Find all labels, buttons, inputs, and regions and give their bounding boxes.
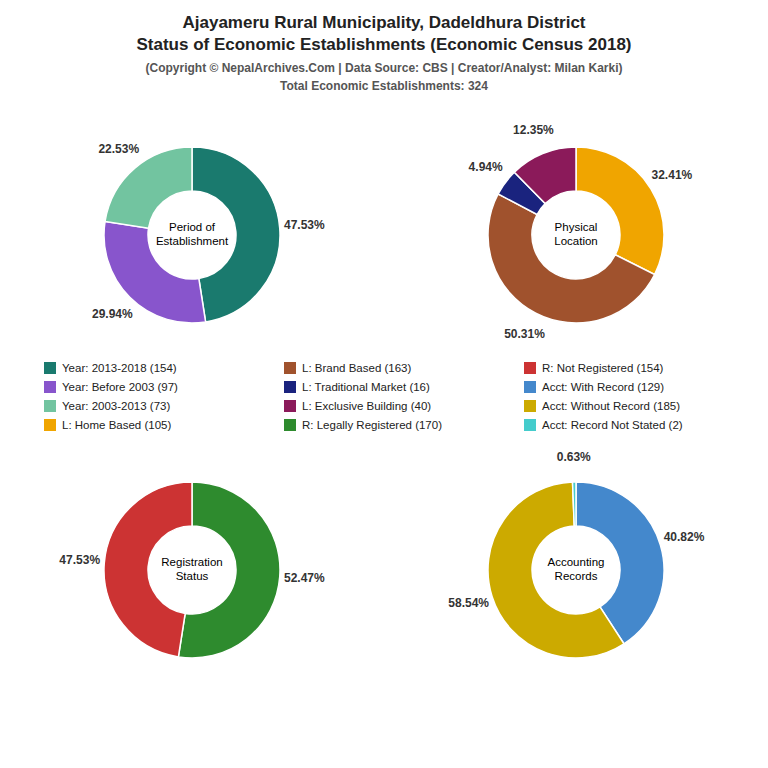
legend-label: Year: 2013-2018 (154) — [62, 362, 177, 374]
text-line: Registration — [161, 556, 222, 568]
text-line: Status — [176, 570, 209, 582]
center-title: Accounting Records — [548, 556, 605, 582]
slice — [488, 194, 655, 323]
donut: 32.41% 50.31% 4.94% 12.35% Physical Location — [469, 123, 693, 341]
legend-item: R: Not Registered (154) — [524, 362, 664, 374]
legend-label: L: Traditional Market (16) — [302, 381, 430, 393]
center-title: Registration Status — [161, 556, 222, 582]
legend-swatch — [44, 362, 56, 374]
slice — [576, 147, 664, 274]
data-label: 47.53% — [59, 553, 100, 567]
legend-item: L: Home Based (105) — [44, 419, 171, 431]
legend-item: R: Legally Registered (170) — [284, 419, 442, 431]
text-line: Location — [554, 235, 597, 247]
donut: 52.47% 47.53% Registration Status — [59, 482, 325, 658]
slice — [105, 147, 192, 228]
data-label: 52.47% — [284, 571, 325, 585]
legend-label: R: Not Registered (154) — [542, 362, 664, 374]
legend-item: Acct: Without Record (185) — [524, 400, 680, 412]
legend-swatch — [524, 362, 536, 374]
legend-swatch — [524, 419, 536, 431]
data-label: 29.94% — [92, 307, 133, 321]
text-line: Physical — [555, 221, 598, 233]
text-line: Records — [555, 570, 598, 582]
legend-swatch — [284, 362, 296, 374]
data-label: 22.53% — [98, 142, 139, 156]
text-line: Total Economic Establishments: 324 — [280, 79, 488, 93]
legend-swatch — [44, 400, 56, 412]
center-title: Period of Establishment — [156, 221, 229, 247]
data-label: 47.53% — [284, 218, 325, 232]
data-label: 50.31% — [504, 327, 545, 341]
legend: Year: 2013-2018 (154) Year: Before 2003 (… — [44, 362, 683, 431]
text-line: (Copyright © NepalArchives.Com | Data So… — [146, 61, 623, 75]
center-title: Physical Location — [554, 221, 597, 247]
data-label: 40.82% — [664, 530, 705, 544]
legend-swatch — [524, 381, 536, 393]
data-label: 0.63% — [557, 450, 591, 464]
legend-item: Acct: With Record (129) — [524, 381, 664, 393]
donut: 47.53% 29.94% 22.53% Period of Establishment — [92, 142, 325, 323]
legend-swatch — [44, 419, 56, 431]
text-line: Establishment — [156, 235, 229, 247]
legend-item: Year: 2003-2013 (73) — [44, 400, 170, 412]
legend-label: Acct: Without Record (185) — [542, 400, 680, 412]
legend-label: L: Exclusive Building (40) — [302, 400, 431, 412]
legend-label: Acct: Record Not Stated (2) — [542, 419, 683, 431]
legend-item: Year: Before 2003 (97) — [44, 381, 178, 393]
data-label: 4.94% — [469, 160, 503, 174]
legend-swatch — [284, 400, 296, 412]
legend-label: L: Brand Based (163) — [302, 362, 411, 374]
donut: 40.82% 58.54% 0.63% Accounting Records — [448, 450, 704, 658]
legend-swatch — [284, 381, 296, 393]
legend-label: Year: Before 2003 (97) — [62, 381, 178, 393]
chart-root: Ajayameru Rural Municipality, Dadeldhura… — [0, 0, 768, 768]
legend-swatch — [284, 419, 296, 431]
legend-label: R: Legally Registered (170) — [302, 419, 442, 431]
legend-label: Year: 2003-2013 (73) — [62, 400, 170, 412]
text-line: Ajayameru Rural Municipality, Dadeldhura… — [182, 13, 585, 32]
subtitle: (Copyright © NepalArchives.Com | Data So… — [146, 61, 623, 93]
text-line: Period of — [169, 221, 216, 233]
title: Ajayameru Rural Municipality, Dadeldhura… — [136, 13, 631, 54]
legend-label: L: Home Based (105) — [62, 419, 171, 431]
data-label: 12.35% — [513, 123, 554, 137]
data-label: 58.54% — [448, 596, 489, 610]
legend-item: Year: 2013-2018 (154) — [44, 362, 177, 374]
legend-item: Acct: Record Not Stated (2) — [524, 419, 683, 431]
data-label: 32.41% — [652, 168, 693, 182]
legend-item: L: Traditional Market (16) — [284, 381, 430, 393]
legend-label: Acct: With Record (129) — [542, 381, 664, 393]
legend-swatch — [524, 400, 536, 412]
slice — [573, 482, 576, 526]
legend-item: L: Brand Based (163) — [284, 362, 411, 374]
text-line: Status of Economic Establishments (Econo… — [136, 35, 631, 54]
text-line: Accounting — [548, 556, 605, 568]
slice — [488, 482, 624, 658]
slice — [514, 147, 576, 204]
legend-item: L: Exclusive Building (40) — [284, 400, 431, 412]
legend-swatch — [44, 381, 56, 393]
